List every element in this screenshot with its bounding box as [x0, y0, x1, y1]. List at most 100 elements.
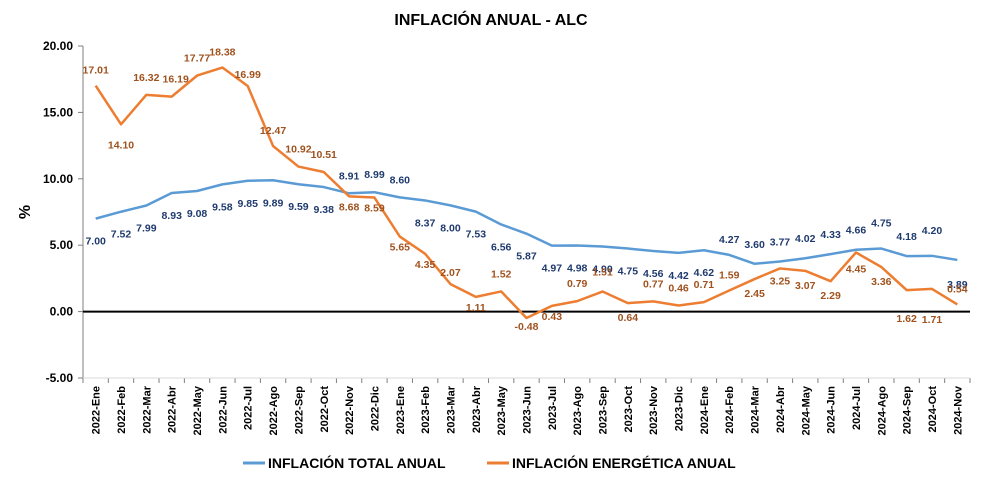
- data-label-energy: 16.99: [235, 69, 261, 81]
- data-label-energy: 18.38: [209, 47, 235, 59]
- data-label-total: 8.99: [364, 169, 385, 181]
- data-label-energy: 3.25: [770, 275, 791, 287]
- data-label-energy: 10.92: [285, 144, 311, 156]
- data-label-energy: 3.36: [871, 276, 892, 288]
- x-tick-label: 2023-May: [496, 385, 508, 435]
- x-tick-label: 2024-Mar: [750, 385, 762, 433]
- chart-axes: -5.00 0.00 5.00 10.00 15.00 20.00: [43, 39, 971, 385]
- data-label-energy: 8.68: [339, 201, 360, 213]
- x-tick-label: 2022-Mar: [141, 385, 153, 433]
- series-line-total: [95, 179, 958, 266]
- legend: INFLACIÓN TOTAL ANUAL INFLACIÓN ENERGÉTIC…: [243, 454, 736, 471]
- x-tick-label: 2022-Nov: [344, 385, 356, 435]
- data-label-total: 8.00: [440, 222, 461, 234]
- data-label-total: 4.42: [668, 270, 689, 282]
- data-label-total: 9.59: [288, 201, 309, 213]
- data-label-total: 4.98: [567, 262, 588, 274]
- data-label-energy: 2.07: [440, 267, 461, 279]
- data-label-energy: 8.59: [364, 203, 385, 215]
- chart-title: INFLACIÓN ANUAL - ALC: [394, 10, 588, 29]
- x-tick-label: 2023-Sep: [598, 386, 610, 435]
- data-label-total: 7.99: [136, 222, 157, 234]
- data-label-energy: 16.32: [133, 72, 159, 84]
- data-label-energy: 1.52: [491, 268, 512, 280]
- series-line-energy: [94, 66, 958, 320]
- data-label-energy: 10.51: [311, 149, 337, 161]
- x-tick-label: 2024-Nov: [952, 385, 964, 435]
- x-tick-label: 2022-Feb: [116, 386, 128, 434]
- data-label-total: 9.08: [187, 208, 208, 220]
- x-tick-label: 2022-May: [192, 385, 204, 435]
- x-tick-label: 2022-Jun: [217, 386, 229, 434]
- x-tick-label: 2023-Jun: [522, 386, 534, 434]
- data-label-energy: 0.64: [618, 312, 639, 324]
- series-lines: [94, 66, 958, 320]
- data-label-energy: 1.51: [592, 267, 613, 279]
- x-tick-label: 2023-Dic: [674, 386, 686, 431]
- data-label-energy: 14.10: [108, 139, 134, 151]
- data-label-energy: 4.45: [846, 264, 867, 276]
- x-tick-label: 2024-May: [800, 385, 812, 435]
- x-tick-label: 2023-Mar: [445, 385, 457, 433]
- x-tick-label: 2022-Abr: [167, 385, 179, 433]
- data-label-energy: -0.48: [515, 321, 539, 333]
- data-label-total: 4.75: [618, 266, 639, 278]
- data-label-energy: 0.54: [947, 283, 968, 295]
- legend-label-energy: INFLACIÓN ENERGÉTICA ANUAL: [512, 454, 736, 471]
- data-label-total: 9.85: [238, 198, 259, 210]
- data-label-energy: 0.46: [668, 282, 689, 294]
- y-tick-label: -5.00: [46, 371, 74, 385]
- data-label-energy: 12.47: [260, 125, 286, 137]
- data-label-total: 9.58: [212, 201, 233, 213]
- data-label-total: 4.56: [643, 268, 664, 280]
- data-label-energy: 1.71: [922, 314, 943, 326]
- x-tick-label: 2023-Oct: [623, 386, 635, 433]
- data-label-total: 4.66: [846, 225, 867, 237]
- data-label-total: 4.90: [592, 264, 613, 276]
- data-label-total: 7.53: [466, 229, 487, 241]
- legend-label-total: INFLACIÓN TOTAL ANUAL: [268, 454, 446, 471]
- data-label-total: 4.27: [719, 234, 740, 246]
- x-tick-label: 2023-Ago: [572, 386, 584, 436]
- x-tick-label: 2022-Sep: [293, 386, 305, 435]
- x-tick-label: 2024-Ago: [876, 386, 888, 436]
- x-tick-label: 2024-Ene: [699, 386, 711, 434]
- data-label-total: 5.87: [516, 251, 537, 263]
- data-label-total: 4.97: [542, 263, 563, 275]
- x-tick-label: 2024-Abr: [775, 385, 787, 433]
- data-label-total: 4.62: [694, 267, 715, 279]
- data-label-energy: 2.29: [820, 290, 841, 302]
- x-tick-label: 2022-Oct: [319, 386, 331, 433]
- x-tick-label: 2024-Jul: [851, 386, 863, 430]
- data-label-total: 8.91: [339, 170, 360, 182]
- x-tick-label: 2022-Ene: [91, 386, 103, 434]
- x-tick-label: 2022-Ago: [268, 386, 280, 436]
- data-label-total: 8.93: [161, 210, 182, 222]
- x-tick-label: 2024-Oct: [927, 386, 939, 433]
- data-label-total: 4.75: [871, 218, 892, 230]
- data-label-energy: 17.77: [184, 53, 210, 65]
- y-tick-label: 10.00: [43, 172, 73, 186]
- data-labels: 7.00 7.52 7.99 8.93 9.08 9.58 9.85 9.89 9.59 9.38…: [83, 47, 968, 333]
- x-tick-label: 2023-Feb: [420, 386, 432, 434]
- y-tick-label: 5.00: [50, 238, 74, 252]
- data-label-total: 7.52: [111, 229, 132, 241]
- x-tick-label: 2022-Dic: [369, 386, 381, 431]
- data-label-energy: 1.59: [719, 269, 740, 281]
- y-tick-label: 0.00: [50, 305, 74, 319]
- data-label-total: 3.89: [947, 279, 968, 291]
- data-label-total: 9.38: [314, 204, 335, 216]
- x-tick-labels: 2022-Ene 2022-Feb 2022-Mar 2022-Abr 2022-May…: [91, 385, 965, 435]
- data-label-energy: 1.62: [896, 313, 917, 325]
- data-label-energy: 0.43: [542, 311, 563, 323]
- x-tick-label: 2023-Abr: [471, 385, 483, 433]
- data-label-energy: 17.01: [83, 65, 109, 77]
- data-label-energy: 16.19: [163, 74, 189, 86]
- data-label-total: 4.02: [795, 233, 816, 245]
- y-tick-label: 20.00: [43, 39, 73, 53]
- data-label-total: 9.89: [263, 197, 284, 209]
- data-label-energy: 5.65: [390, 242, 411, 254]
- x-tick-label: 2024-Sep: [902, 386, 914, 435]
- data-label-energy: 0.71: [694, 279, 715, 291]
